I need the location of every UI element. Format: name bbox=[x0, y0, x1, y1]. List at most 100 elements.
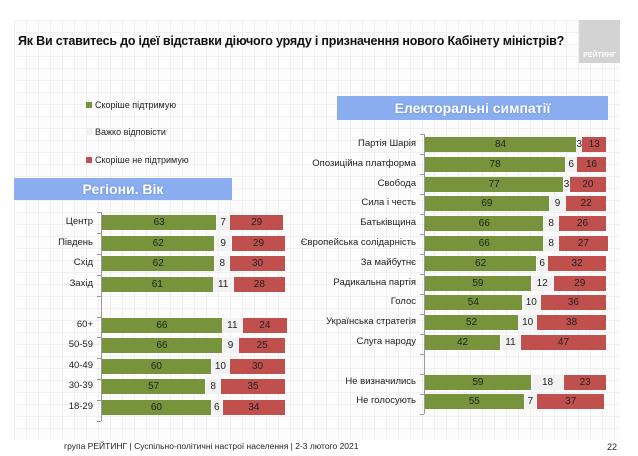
bar-oppose: 32 bbox=[548, 255, 606, 271]
axis-tick bbox=[420, 234, 424, 235]
bar-hard-to-say: 6 bbox=[537, 255, 548, 271]
question-title: Як Ви ставитесь до ідеї відставки діючог… bbox=[18, 34, 565, 48]
bar-oppose: 26 bbox=[558, 216, 606, 232]
category-label: Схід bbox=[73, 257, 93, 268]
bar-oppose: 36 bbox=[540, 295, 606, 311]
axis-tick bbox=[97, 379, 101, 381]
bar-hard-to-say: 3 bbox=[576, 137, 583, 152]
axis-tick bbox=[420, 194, 424, 195]
axis-tick bbox=[420, 154, 424, 155]
bar-hard-to-say: 8 bbox=[206, 379, 220, 394]
bar-oppose: 23 bbox=[564, 374, 606, 390]
bar-oppose: 29 bbox=[553, 275, 606, 291]
axis-tick bbox=[97, 421, 101, 422]
axis-tick bbox=[420, 254, 424, 255]
bar-hard-to-say: 8 bbox=[544, 216, 558, 232]
bar-hard-to-say: 10 bbox=[211, 358, 230, 374]
page-number: 22 bbox=[607, 442, 618, 452]
bar-support: 66 bbox=[102, 338, 222, 353]
legend-hard: Важко відповісти bbox=[86, 127, 166, 137]
regions-age-header: Регіони. Вік bbox=[14, 178, 232, 200]
bar-support: 62 bbox=[102, 256, 215, 271]
bar-oppose: 30 bbox=[230, 358, 285, 374]
axis-tick bbox=[420, 174, 424, 175]
bar-oppose: 20 bbox=[569, 176, 606, 192]
axis-tick bbox=[97, 316, 101, 318]
footer-text: група РЕЙТИНГ | Суспільно-політичні наст… bbox=[64, 441, 359, 451]
bar-hard-to-say: 11 bbox=[222, 317, 242, 333]
category-label: Опозиційна платформа bbox=[312, 157, 416, 169]
bar-support: 55 bbox=[425, 394, 524, 410]
category-label: Радикальна партія bbox=[333, 276, 416, 288]
category-label: Українська стратегія bbox=[326, 316, 416, 328]
bar-support: 78 bbox=[425, 156, 566, 172]
bar-oppose: 47 bbox=[520, 335, 606, 350]
legend-label: Скоріше підтримую bbox=[95, 100, 177, 110]
legend-label: Скоріше не підтримую bbox=[95, 155, 189, 165]
legend-support: Скоріше підтримую bbox=[86, 100, 176, 110]
category-label: 30-39 bbox=[68, 380, 93, 391]
bar-hard-to-say: 9 bbox=[215, 235, 231, 251]
axis-tick bbox=[97, 295, 101, 297]
bar-support: 60 bbox=[102, 399, 211, 415]
bar-hard-to-say: 18 bbox=[531, 374, 564, 390]
bar-hard-to-say: 11 bbox=[501, 335, 520, 350]
axis-tick bbox=[97, 274, 101, 276]
axis-tick bbox=[420, 334, 424, 335]
legend-swatch bbox=[86, 157, 92, 163]
bar-support: 66 bbox=[425, 216, 544, 232]
bar-support: 62 bbox=[102, 235, 215, 251]
bar-hard-to-say: 7 bbox=[524, 394, 537, 410]
legend-swatch bbox=[86, 102, 92, 108]
category-label: Голос bbox=[390, 296, 416, 308]
bar-hard-to-say: 8 bbox=[544, 236, 558, 251]
axis-tick bbox=[420, 414, 424, 415]
axis-tick bbox=[420, 274, 424, 275]
bar-oppose: 35 bbox=[220, 379, 285, 394]
bar-hard-to-say: 10 bbox=[522, 295, 540, 311]
axis-tick bbox=[97, 232, 101, 234]
chart-axis bbox=[424, 134, 425, 414]
bar-oppose: 37 bbox=[537, 394, 605, 410]
axis-tick bbox=[420, 214, 424, 215]
bar-support: 60 bbox=[102, 358, 211, 374]
category-label: Сила і честь bbox=[361, 197, 416, 209]
bar-oppose: 16 bbox=[577, 156, 606, 172]
category-label: 40-49 bbox=[68, 359, 93, 371]
bar-support: 62 bbox=[425, 255, 537, 271]
axis-tick bbox=[420, 294, 424, 295]
category-label: Не голосують bbox=[356, 395, 416, 407]
axis-tick bbox=[97, 337, 101, 339]
bar-hard-to-say: 6 bbox=[211, 399, 222, 415]
bar-support: 84 bbox=[425, 137, 577, 152]
category-label: Партія Шарія bbox=[358, 138, 416, 149]
legend-swatch bbox=[86, 129, 92, 135]
bar-hard-to-say: 11 bbox=[213, 276, 233, 292]
axis-tick bbox=[420, 354, 424, 355]
bar-support: 69 bbox=[425, 196, 549, 212]
axis-tick bbox=[97, 212, 101, 213]
electoral-header: Електоральні симпатії bbox=[337, 96, 608, 120]
category-label: Слуга народу bbox=[356, 336, 416, 347]
category-label: Батьківщина bbox=[360, 217, 416, 229]
legend-label: Важко відповісти bbox=[95, 127, 166, 137]
axis-tick bbox=[420, 314, 424, 315]
category-label: Європейська солідарність bbox=[300, 237, 416, 248]
chart-axis bbox=[101, 212, 102, 421]
bar-support: 59 bbox=[425, 374, 531, 390]
bar-support: 57 bbox=[102, 379, 206, 394]
bar-support: 66 bbox=[425, 236, 544, 251]
bar-support: 66 bbox=[102, 317, 222, 333]
category-label: 50-59 bbox=[68, 339, 93, 350]
bar-hard-to-say: 8 bbox=[215, 256, 230, 271]
category-label: Не визначились bbox=[345, 375, 416, 387]
category-label: За майбутнє bbox=[360, 256, 416, 268]
bar-hard-to-say: 3 bbox=[563, 176, 570, 192]
bar-hard-to-say: 9 bbox=[549, 196, 566, 212]
bar-support: 77 bbox=[425, 176, 564, 192]
bar-oppose: 25 bbox=[239, 338, 285, 353]
axis-tick bbox=[420, 374, 424, 375]
category-label: Центр bbox=[65, 216, 93, 227]
bar-oppose: 30 bbox=[230, 256, 285, 271]
bar-hard-to-say: 7 bbox=[217, 215, 230, 230]
